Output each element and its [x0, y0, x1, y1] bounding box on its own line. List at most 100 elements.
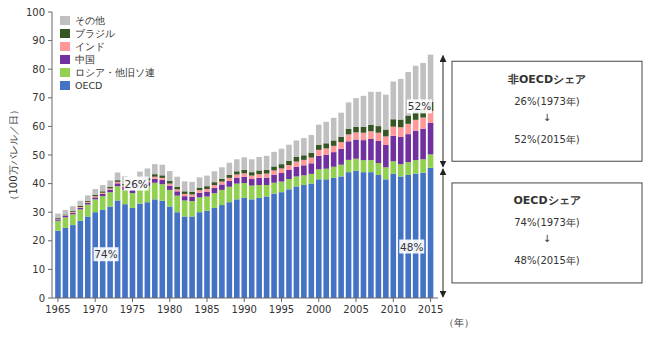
bar-segment — [346, 141, 352, 160]
bar-segment — [115, 172, 121, 180]
bar-segment — [212, 208, 218, 298]
bar-segment — [70, 214, 76, 225]
bar-segment — [249, 199, 255, 298]
bar-segment — [420, 129, 426, 160]
bar-segment — [227, 181, 233, 187]
bar-segment — [107, 192, 113, 206]
bar-segment — [331, 146, 337, 152]
bar-segment — [383, 179, 389, 298]
bar-segment — [398, 79, 404, 120]
bar-segment — [55, 221, 61, 231]
bar-segment — [361, 133, 367, 140]
y-tick-label: 10 — [32, 264, 45, 275]
info-box-line: ↓ — [543, 112, 551, 123]
x-tick-label: 1970 — [82, 304, 107, 315]
bar-segment — [428, 168, 434, 298]
bar-segment — [227, 163, 233, 175]
bar-segment — [100, 196, 106, 210]
bar-segment — [85, 204, 91, 216]
bar-segment — [182, 200, 188, 216]
bar-segment — [301, 138, 307, 155]
bar-segment — [294, 186, 300, 298]
x-tick-label: 2005 — [343, 304, 368, 315]
y-tick — [48, 40, 52, 41]
bar-segment — [398, 176, 404, 298]
bar-segment — [92, 196, 98, 197]
bar-segment — [294, 162, 300, 167]
bar-segment — [85, 195, 91, 200]
bar-segment — [234, 159, 240, 171]
y-tick-label: 50 — [32, 150, 45, 161]
bar-segment — [70, 213, 76, 214]
bar-segment — [323, 155, 329, 169]
bar-segment — [92, 189, 98, 195]
bar-segment — [361, 96, 367, 127]
bar-segment — [398, 127, 404, 137]
x-tick-label: 2010 — [381, 304, 406, 315]
bar-segment — [167, 181, 173, 184]
bar-segment — [249, 172, 255, 175]
info-box: 非OECDシェア26%(1973年)↓52%(2015年) — [452, 61, 642, 161]
legend-label: ロシア・他旧ソ連 — [75, 67, 155, 78]
bar-segment — [122, 204, 128, 298]
bar-segment — [63, 210, 69, 215]
y-tick-label: 60 — [32, 121, 45, 132]
bar-segment — [130, 193, 136, 208]
bar-segment — [182, 196, 188, 200]
bar-segment — [353, 159, 359, 171]
x-tick — [95, 298, 96, 302]
bar-segment — [279, 182, 285, 193]
bar-segment — [413, 160, 419, 173]
bar-segment — [309, 158, 315, 164]
bar-segment — [279, 164, 285, 168]
bar-segment — [353, 171, 359, 298]
bar-segment — [189, 194, 195, 196]
bar-segment — [405, 134, 411, 162]
y-tick-label: 80 — [32, 64, 45, 75]
legend-swatch — [60, 81, 70, 90]
y-tick — [48, 298, 52, 299]
y-tick-label: 20 — [32, 235, 45, 246]
bar-segment — [92, 199, 98, 212]
bar-segment — [309, 135, 315, 153]
bar-segment — [212, 185, 218, 188]
bar-segment — [122, 190, 128, 204]
x-tick-label: 1995 — [269, 304, 294, 315]
y-tick — [48, 12, 52, 13]
bar-segment — [368, 131, 374, 139]
info-box: OECDシェア74%(1973年)↓48%(2015年) — [452, 183, 642, 283]
span-arrow — [443, 56, 444, 167]
bar-segment — [78, 207, 84, 209]
bar-segment — [331, 152, 337, 167]
bar-segment — [182, 191, 188, 194]
bar-segment — [219, 190, 225, 205]
bar-segment — [107, 180, 113, 187]
bar-segment — [376, 133, 382, 141]
bar-segment — [70, 206, 76, 211]
legend-label: インド — [75, 41, 105, 52]
bar-segment — [78, 201, 84, 206]
bar-segment — [115, 182, 121, 183]
bar-segment — [212, 193, 218, 208]
y-tick — [48, 212, 52, 213]
bar-segment — [241, 177, 247, 183]
x-tick-label: 1985 — [194, 304, 219, 315]
bar-segment — [204, 211, 210, 298]
annotation-bg — [94, 247, 119, 261]
bar-segment — [189, 197, 195, 201]
bar-segment — [271, 183, 277, 194]
legend-swatch — [60, 42, 70, 51]
bar-segment — [376, 126, 382, 133]
bar-segment — [309, 174, 315, 184]
legend-swatch — [60, 68, 70, 77]
bar-segment — [390, 174, 396, 298]
bar-segment — [85, 201, 91, 203]
bar-segment — [301, 160, 307, 165]
bar-segment — [167, 184, 173, 186]
bar-segment — [376, 92, 382, 126]
bar-segment — [256, 170, 262, 174]
bar-segment — [264, 156, 270, 170]
bar-segment — [361, 140, 367, 160]
bar-segment — [286, 170, 292, 179]
bar-segment — [182, 194, 188, 196]
